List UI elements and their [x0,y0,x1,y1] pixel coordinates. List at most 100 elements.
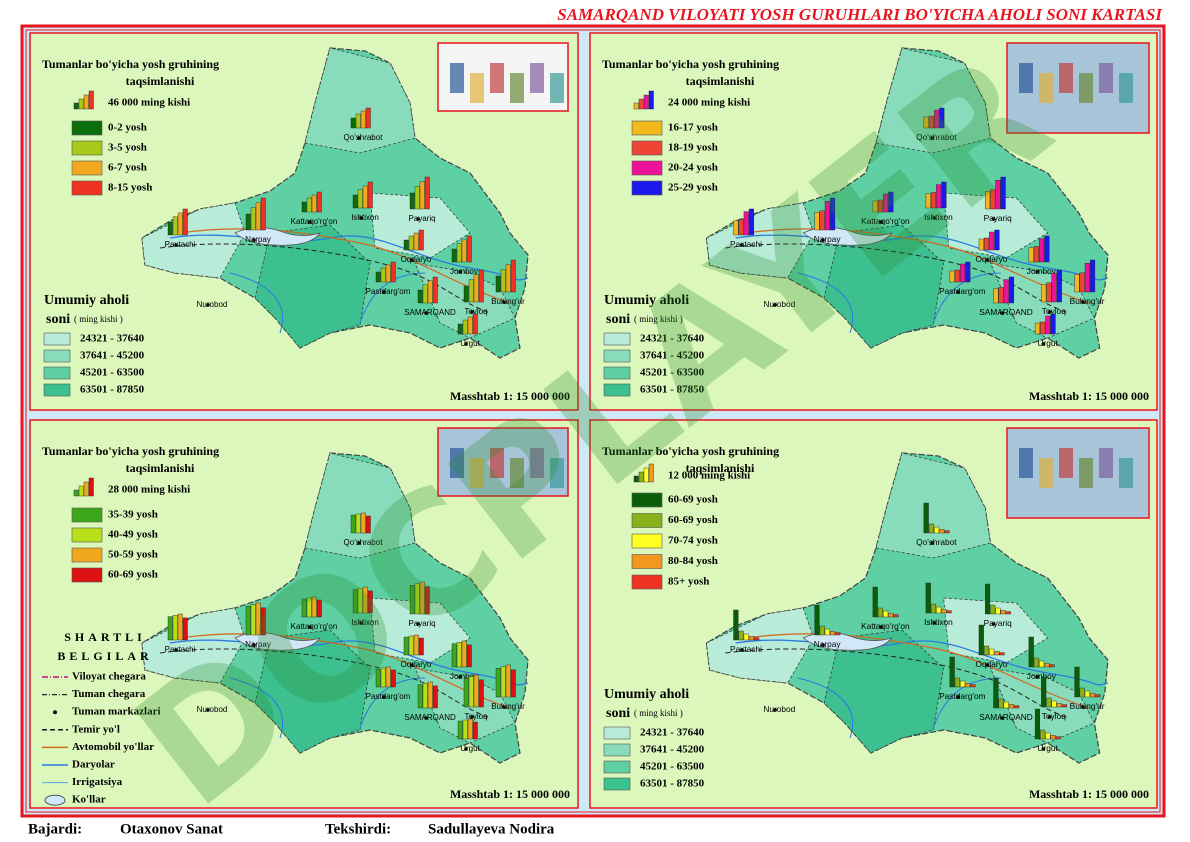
road [745,228,1090,304]
district-label: Oqdaryo [975,255,1007,264]
photo-detail [1119,73,1133,103]
diagram-bar [461,640,467,668]
diagram-bar [472,721,478,740]
diagram-bar [965,683,971,688]
legend-swatch [71,120,103,136]
diagram-bar [883,610,889,618]
population-label: 24321 - 37640 [80,333,145,345]
population-title: Umumiy aholi [44,293,129,308]
diagram-bar [888,613,894,618]
symbol-icon [44,794,66,806]
diagram-bar [350,514,356,534]
scale-label: Masshtab 1: 15 000 000 [1029,389,1149,403]
photo-detail [1119,458,1133,488]
district-label: Jomboy [1027,267,1057,276]
district-center [359,621,363,625]
district-label: Kattaqo'rg'on [861,622,909,631]
legend-heading: taqsimlanishi [686,461,755,475]
district-center [502,705,506,709]
photo-detail [1079,458,1093,488]
diagram-bar [1040,321,1046,335]
diagram-bar [1008,704,1015,709]
diagram-bar [414,583,420,615]
diagram-bar [478,269,484,303]
diagram-bar [500,666,506,698]
diagram-bar [316,599,322,618]
district-center [416,217,420,221]
district-center [174,243,178,247]
district-map: Qo'shrabot Paxtachi Narpay Kattaqo'rg'on Ish… [705,452,1109,764]
photo-detail [1099,63,1113,93]
district-label: Payariq [408,214,435,223]
population-label: 24321 - 37640 [640,333,705,345]
district-zone [304,47,416,154]
district-label: Payariq [408,619,435,628]
unit-label: 28 000 ming kishi [108,484,190,496]
population-swatch [603,349,631,363]
diagram-bar [923,502,929,534]
railway [159,648,491,719]
legend-label: 25-29 yosh [668,182,718,194]
diagram-bar [301,598,307,618]
diagram-bar [355,113,361,129]
diagram-bar [375,668,381,688]
diagram-bar [930,192,937,209]
diagram-bar [306,197,312,213]
district-center [956,290,961,294]
diagram-bar [301,201,307,213]
diagram-bar [965,261,971,283]
diagram-bar [998,287,1004,304]
district-zone [823,629,944,754]
symbol-label: Viloyat chegara [72,671,146,683]
diagram-bar [970,684,976,688]
diagram-bar [1014,705,1020,709]
legend-label: 70-74 yosh [668,535,718,547]
district-label: SAMARQAND [979,713,1033,722]
district-label: Ishtixon [924,213,953,222]
unit-icon-bar [633,475,639,483]
legend-swatch [631,513,663,528]
legend-heading: taqsimlanishi [686,74,755,88]
diagram-bar [352,194,358,209]
diagram-bar [1045,315,1051,335]
district-center [206,303,210,307]
diagram-bar [457,323,463,335]
diagram-bar [941,181,947,209]
district-zone [254,224,371,349]
diagram-bar [462,719,468,740]
diagram-bar [830,197,836,231]
district-label: Toyloq [1042,712,1067,721]
district-label: SAMARQAND [404,308,456,317]
diagram-bar [954,677,960,688]
district-zone [369,597,471,664]
diagram-bar [819,625,825,636]
district-center [739,648,744,652]
district-zone [943,192,1049,259]
diagram-bar [500,269,506,293]
unit-icon-bar [643,94,649,110]
unit-icon-bar [643,467,649,483]
photo-detail [470,73,484,103]
legend-swatch [71,527,103,543]
population-label: 37641 - 45200 [640,744,705,756]
diagram-bar [456,642,462,668]
diagram-bar [367,181,373,209]
made-by: Otaxonov Sanat [120,821,223,837]
district-zone [304,452,416,559]
symbol-label: Temir yo'l [72,723,120,735]
district-center [821,238,825,242]
population-label: 24321 - 37640 [640,727,705,739]
photo-detail [530,63,544,93]
diagram-bar [456,243,462,263]
diagram-bar [925,582,931,614]
district-label: Urgut [460,744,480,753]
diagram-bar [738,219,744,236]
diagram-bar [360,110,366,129]
district-label: Bulung'ur [491,702,525,711]
diagram-bar [936,606,942,614]
unit-icon-bar [88,477,94,497]
district-zone [141,607,246,684]
panels: Qo'shrabot Paxtachi Narpay Kattaqo'rg'on Ish… [29,32,1158,809]
diagram-bar [260,607,266,636]
